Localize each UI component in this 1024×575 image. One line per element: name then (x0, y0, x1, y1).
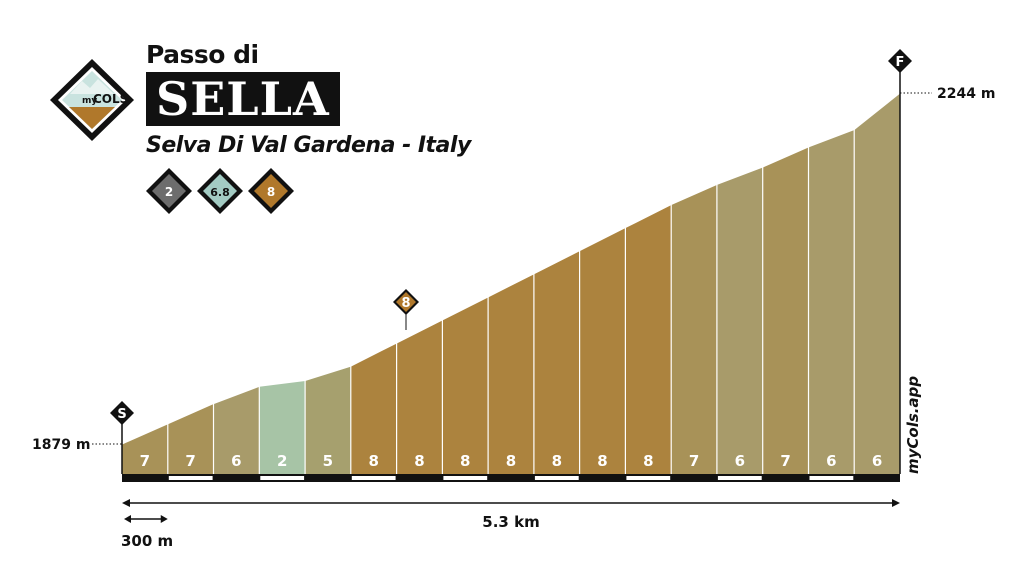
max-gradient-label: 8 (401, 296, 410, 311)
distance-strip-cell (260, 476, 305, 480)
segment-gradient-label: 8 (597, 452, 607, 470)
difficulty-badge-max-grade: 8 (248, 168, 294, 214)
start-elevation-label: 1879 m (32, 437, 90, 453)
distance-strip-cell (534, 476, 579, 480)
segment-gradient-label: 2 (277, 452, 287, 470)
profile-segment (762, 93, 810, 474)
mycols-logo: my COLS (50, 59, 134, 141)
profile-segment (716, 93, 764, 474)
segment-gradient-label: 7 (689, 452, 699, 470)
segment-gradient-label: 6 (735, 452, 745, 470)
segment-gradient-label: 8 (368, 452, 378, 470)
distance-strip (122, 474, 900, 482)
difficulty-badge-min-grade: 2 (146, 168, 192, 214)
distance-arrow-right-head (892, 499, 900, 507)
finish-marker: F (888, 49, 912, 73)
start-marker-shape (110, 401, 134, 425)
segment-gradient-label: 5 (323, 452, 333, 470)
finish-marker-shape (888, 49, 912, 73)
watermark-text: myCols.app (904, 376, 922, 474)
difficulty-badge-avg-grade: 6.8 (197, 168, 243, 214)
profile-segment (396, 93, 443, 474)
logo-text-my: my (82, 96, 97, 106)
profile-outline (121, 92, 901, 445)
scale-arrow-right-head (160, 515, 168, 523)
max-gradient-fill (396, 292, 416, 312)
segment-gradient-label: 8 (506, 452, 516, 470)
distance-strip-cell (351, 476, 396, 480)
max-gradient-marker: 8 (393, 289, 419, 330)
profile-segment (808, 93, 855, 474)
distance-strip-cell (168, 476, 213, 480)
segment-gradient-label: 7 (780, 452, 790, 470)
svg-text:6.8: 6.8 (210, 186, 230, 199)
segment-gradient-label: 7 (140, 452, 150, 470)
segment-gradient-label: 6 (826, 452, 836, 470)
segment-gradient-label: 6 (872, 452, 882, 470)
profile-segment (533, 93, 581, 474)
start-marker: S (110, 401, 134, 425)
distance-strip-cell (809, 476, 854, 480)
location-subtitle: Selva Di Val Gardena - Italy (146, 133, 471, 158)
title-prefix: Passo di (146, 40, 259, 69)
profile-segment (579, 93, 626, 474)
profile-segment (350, 93, 398, 474)
segment-gradient-label: 8 (414, 452, 424, 470)
scale-label: 300 m (121, 532, 173, 550)
finish-marker-label: F (896, 55, 905, 70)
svg-text:2: 2 (165, 185, 173, 199)
logo-text-cols: COLS (93, 92, 128, 106)
distance-strip-cell (626, 476, 671, 480)
total-distance-label: 5.3 km (482, 513, 539, 531)
profile-segment (442, 93, 489, 474)
segment-gradient-label: 8 (460, 452, 470, 470)
difficulty-badges: 2 6.8 8 (146, 168, 294, 214)
profile-segment (488, 93, 535, 474)
segment-gradient-label: 8 (552, 452, 562, 470)
segment-gradient-label: 7 (185, 452, 195, 470)
start-marker-label: S (117, 407, 126, 422)
page-title: SELLA (146, 72, 340, 126)
segment-gradient-label: 8 (643, 452, 653, 470)
segment-gradient-label: 6 (231, 452, 241, 470)
finish-elevation-label: 2244 m (937, 86, 995, 102)
distance-arrow-left-head (122, 499, 130, 507)
distance-strip-cell (717, 476, 762, 480)
profile-segment (854, 93, 900, 474)
scale-arrow-left-head (124, 515, 131, 523)
profile-segment (671, 93, 718, 474)
profile-segment (625, 93, 672, 474)
svg-text:8: 8 (267, 185, 275, 199)
distance-strip-cell (443, 476, 488, 480)
